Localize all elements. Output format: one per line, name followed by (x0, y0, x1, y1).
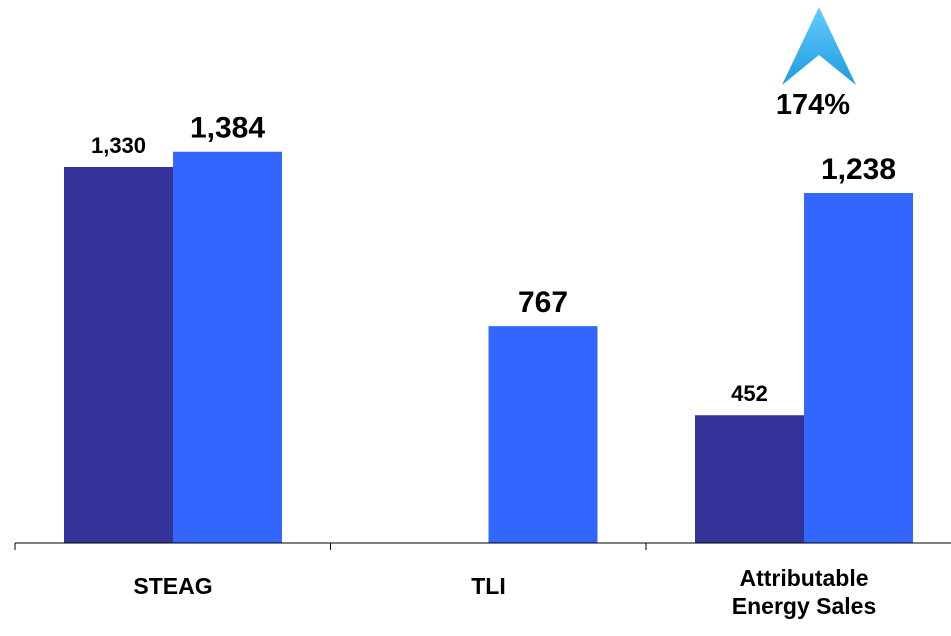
bar-2-1 (804, 193, 913, 543)
bar-2-0 (695, 415, 804, 543)
bar-0-0 (64, 167, 173, 543)
up-arrow-icon (782, 7, 856, 85)
bar-1-1 (488, 326, 598, 543)
data-label-0-0: 1,330 (91, 133, 146, 158)
category-label-1: TLI (471, 573, 506, 599)
data-label-1-1: 767 (518, 286, 568, 319)
bar-0-1 (173, 151, 282, 544)
data-label-2-1: 1,238 (821, 153, 896, 186)
growth-percentage-label: 174% (776, 89, 850, 121)
data-label-2-0: 452 (731, 381, 768, 406)
category-label-2-line-1: Energy Sales (732, 593, 876, 619)
category-label-2-line-0: Attributable (739, 565, 868, 591)
data-label-0-1: 1,384 (190, 112, 265, 145)
category-label-0: STEAG (133, 573, 212, 599)
